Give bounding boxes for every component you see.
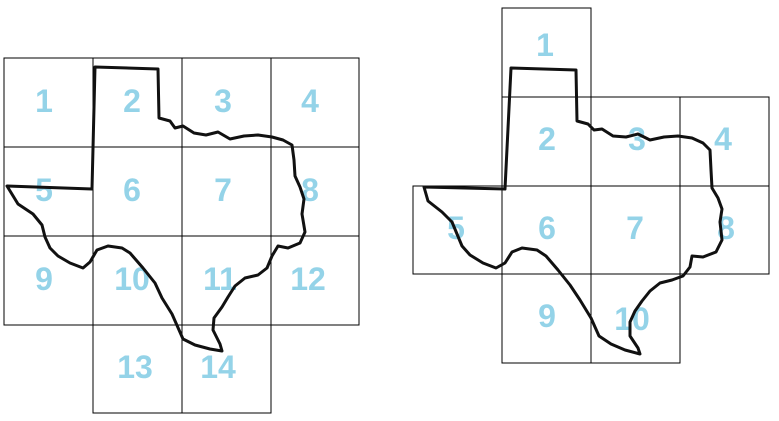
- cell-number: 5: [35, 172, 53, 208]
- cell-number: 7: [214, 172, 232, 208]
- left-cell-1: 1: [3, 57, 94, 148]
- cell-number: 9: [538, 298, 556, 334]
- cell-number: 4: [714, 121, 732, 157]
- right-cell-10: 10: [590, 273, 681, 364]
- right-cell-9: 9: [501, 273, 592, 364]
- left-cell-9: 9: [3, 235, 94, 326]
- left-cell-2: 2: [92, 57, 183, 148]
- cell-number: 2: [123, 83, 141, 119]
- left-cell-10: 10: [92, 235, 183, 326]
- cell-number: 13: [117, 349, 153, 385]
- right-cell-8: 8: [679, 185, 770, 275]
- cell-number: 3: [628, 121, 646, 157]
- cell-number: 1: [536, 27, 554, 63]
- left-cell-6: 6: [92, 146, 183, 237]
- cell-number: 9: [35, 261, 53, 297]
- left-cell-7: 7: [181, 146, 272, 237]
- cell-number: 12: [290, 261, 326, 297]
- cell-number: 6: [538, 210, 556, 246]
- left-cell-14: 14: [181, 324, 272, 414]
- cell-number: 1: [35, 83, 53, 119]
- texas-outline-left: [5, 65, 307, 353]
- cell-number: 6: [123, 172, 141, 208]
- cell-number: 4: [301, 83, 319, 119]
- cell-number: 3: [214, 83, 232, 119]
- right-grid: 1 2 3 4 5 6 7 8: [412, 7, 770, 364]
- left-cell-8: 8: [270, 146, 360, 237]
- left-grid: 1 2 3 4 5 6 7 8: [3, 57, 360, 414]
- cell-number: 14: [200, 349, 236, 385]
- cell-number: 10: [114, 261, 150, 297]
- cell-number: 8: [301, 172, 319, 208]
- right-cell-7: 7: [590, 185, 681, 275]
- left-cell-13: 13: [92, 324, 183, 414]
- left-cell-11: 11: [181, 235, 272, 326]
- texas-outline-right: [422, 66, 724, 356]
- left-cell-5: 5: [3, 146, 94, 237]
- left-cell-4: 4: [270, 57, 360, 148]
- cell-number: 7: [626, 210, 644, 246]
- right-cell-6: 6: [501, 185, 592, 275]
- cell-number: 2: [538, 121, 556, 157]
- right-cell-4: 4: [679, 96, 770, 187]
- right-cell-3: 3: [590, 96, 681, 187]
- left-cell-12: 12: [270, 235, 360, 326]
